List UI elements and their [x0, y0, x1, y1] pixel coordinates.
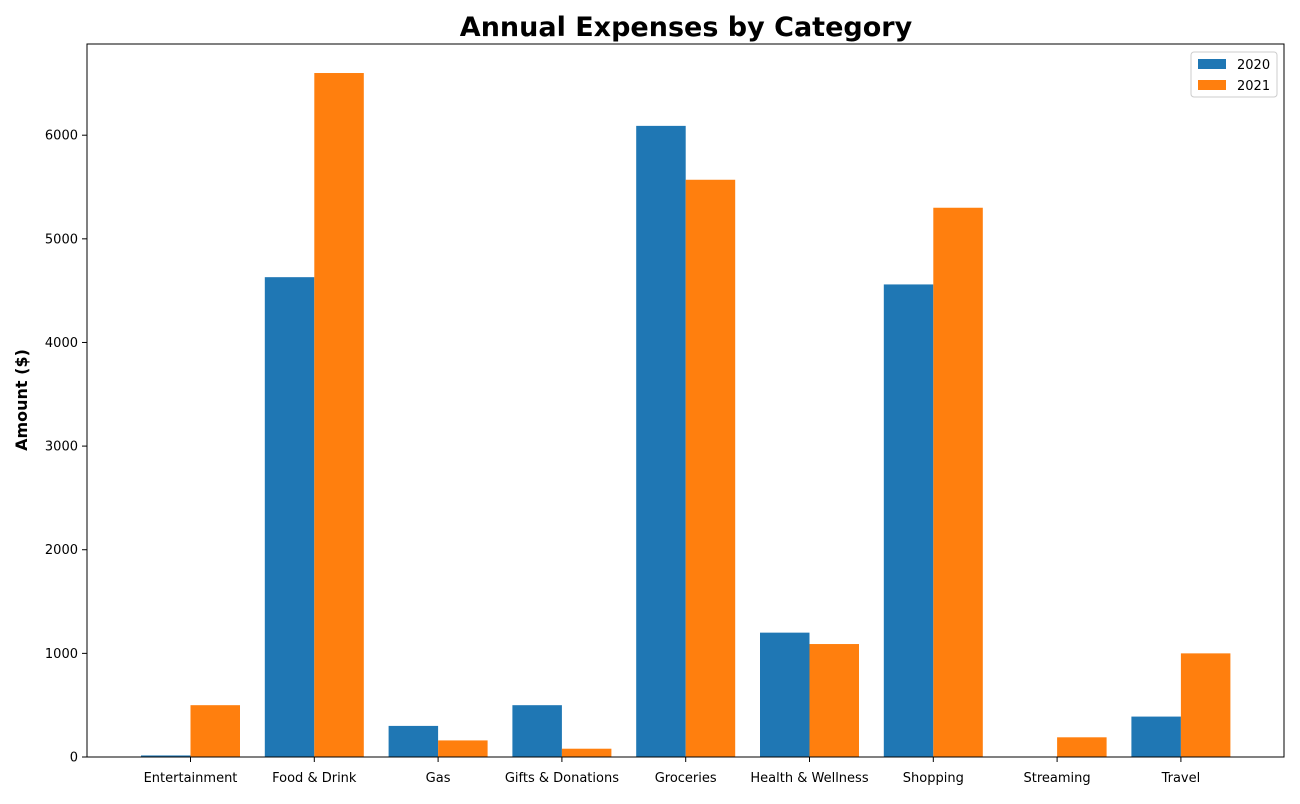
legend-label-2021: 2021 [1237, 79, 1270, 94]
y-axis-ticks: 0 1000 2000 3000 4000 5000 6000 [45, 129, 87, 766]
x-tick-label: Health & Wellness [750, 771, 868, 786]
legend-label-2020: 2020 [1237, 58, 1270, 73]
bar-2020-gifts-donations [512, 705, 562, 757]
bar-2020-shopping [883, 284, 934, 757]
x-tick-label: Groceries [655, 771, 717, 786]
y-tick-label: 2000 [45, 543, 78, 558]
bar-2021-groceries [685, 179, 736, 757]
chart-title: Annual Expenses by Category [460, 12, 913, 43]
bar-2021-gifts-donations [561, 748, 612, 757]
x-tick-label: Shopping [903, 771, 964, 786]
y-axis-label: Amount ($) [12, 349, 31, 451]
bar-2020-health-wellness [760, 632, 810, 757]
legend-swatch-2021 [1198, 80, 1226, 90]
y-tick-label: 5000 [45, 232, 78, 247]
bar-2020-groceries [636, 125, 686, 758]
legend-swatch-2020 [1198, 59, 1226, 69]
x-tick-label: Entertainment [144, 771, 238, 786]
bars-group [141, 73, 1231, 758]
bar-2020-food-drink [264, 277, 315, 757]
x-tick-label: Food & Drink [272, 771, 357, 786]
x-tick-label: Gifts & Donations [505, 771, 619, 786]
legend: 2020 2021 [1190, 51, 1278, 98]
y-tick-label: 3000 [45, 440, 78, 455]
y-tick-label: 1000 [45, 647, 78, 662]
bar-2021-streaming [1057, 737, 1107, 757]
bar-2021-health-wellness [809, 644, 859, 757]
y-tick-label: 4000 [45, 336, 78, 351]
bar-2021-travel [1180, 653, 1231, 757]
plot-frame [86, 43, 1285, 758]
bar-2020-gas [388, 725, 439, 757]
bar-2021-shopping [933, 207, 983, 757]
bar-2021-entertainment [190, 705, 240, 757]
y-tick-label: 0 [70, 751, 78, 766]
y-tick-label: 6000 [45, 129, 78, 144]
bar-2021-food-drink [314, 73, 364, 757]
bar-2020-entertainment [141, 755, 191, 757]
bar-2021-gas [438, 740, 488, 757]
x-axis-ticks: Entertainment Food & Drink Gas Gifts & Dona… [144, 757, 1201, 786]
x-tick-label: Streaming [1024, 771, 1091, 786]
x-tick-label: Gas [426, 771, 451, 786]
x-tick-label: Travel [1161, 771, 1201, 786]
bar-2020-travel [1131, 716, 1181, 757]
